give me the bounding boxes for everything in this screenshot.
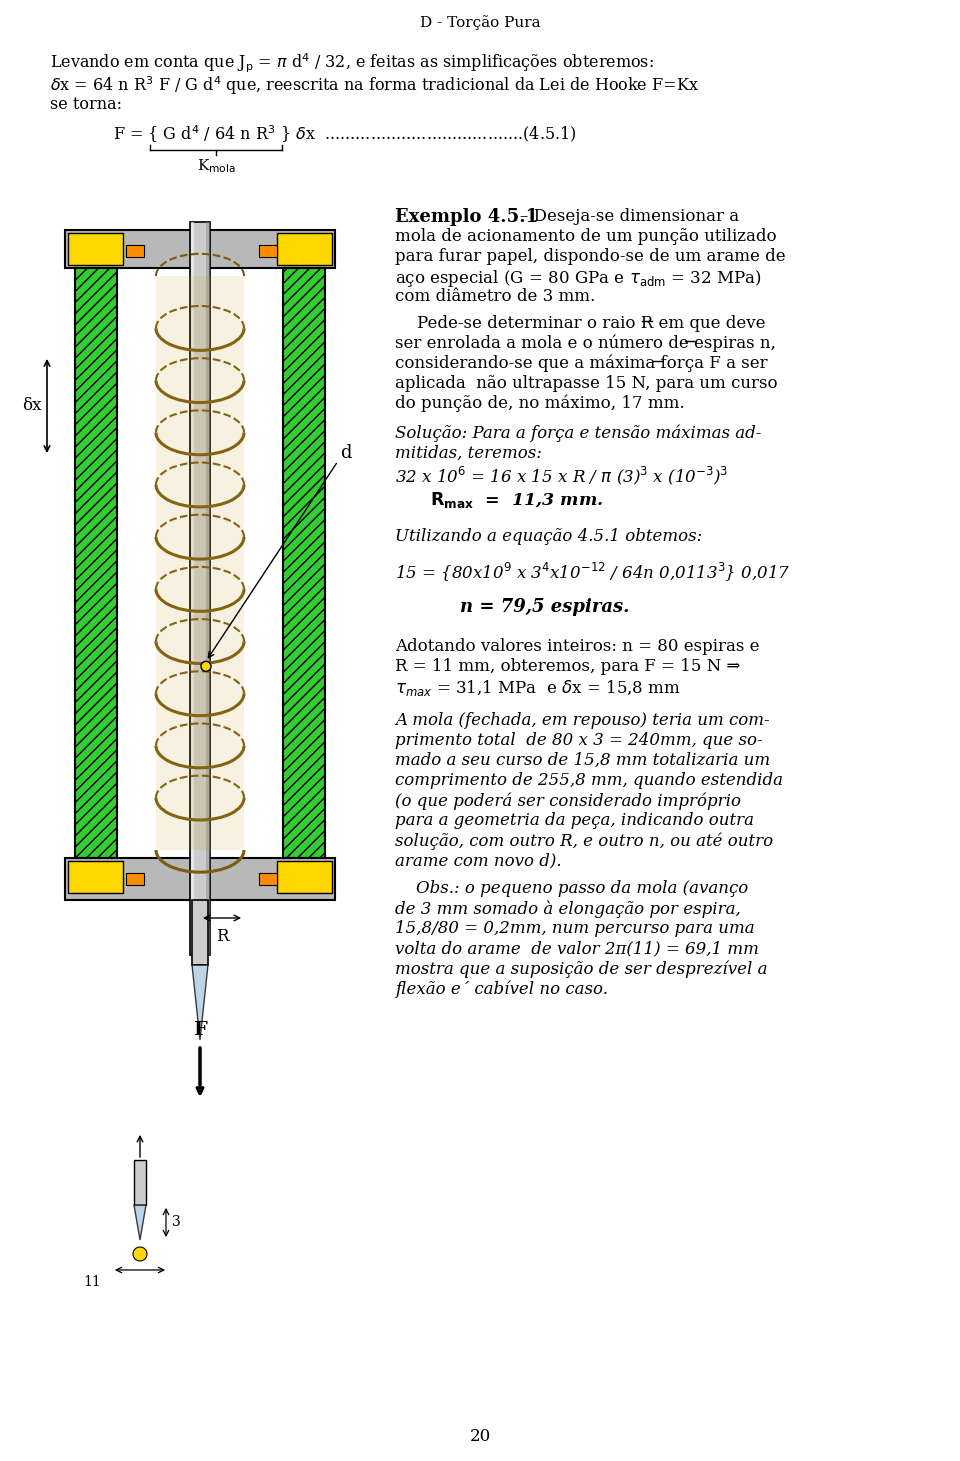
Text: do punção de, no máximo, 17 mm.: do punção de, no máximo, 17 mm. (395, 394, 684, 412)
Text: Pede-se determinar o raio R em que deve: Pede-se determinar o raio R em que deve (417, 316, 765, 332)
Text: para furar papel, dispondo-se de um arame de: para furar papel, dispondo-se de um aram… (395, 248, 785, 264)
Text: mado a seu curso de 15,8 mm totalizaria um: mado a seu curso de 15,8 mm totalizaria … (395, 752, 770, 768)
Text: volta do arame  de valor 2π(11) = 69,1 mm: volta do arame de valor 2π(11) = 69,1 mm (395, 939, 758, 957)
Text: A mola (fechada, em repouso) teria um com-: A mola (fechada, em repouso) teria um co… (395, 712, 770, 729)
Bar (283, 267, 325, 858)
Bar (126, 874, 144, 885)
Text: $\delta$x = 64 n R$^3$ F / G d$^4$ que, reescrita na forma tradicional da Lei de: $\delta$x = 64 n R$^3$ F / G d$^4$ que, … (50, 75, 699, 96)
Bar (259, 874, 277, 885)
Text: Utilizando a equação 4.5.1 obtemos:: Utilizando a equação 4.5.1 obtemos: (395, 527, 703, 545)
Bar (206, 222, 210, 955)
Text: 32 x 10$^6$ = 16 x 15 x R / $\pi$ (3)$^3$ x (10$^{-3}$)$^3$: 32 x 10$^6$ = 16 x 15 x R / $\pi$ (3)$^3… (395, 465, 729, 488)
Text: 11: 11 (84, 1275, 101, 1289)
Bar (68, 232, 123, 264)
Text: K$_\mathrm{mola}$: K$_\mathrm{mola}$ (197, 156, 235, 175)
Text: R: R (216, 928, 228, 945)
Text: 15,8/80 = 0,2mm, num percurso para uma: 15,8/80 = 0,2mm, num percurso para uma (395, 920, 755, 937)
Text: de 3 mm somado à elongação por espira,: de 3 mm somado à elongação por espira, (395, 900, 741, 918)
Text: Adotando valores inteiros: n = 80 espiras e: Adotando valores inteiros: n = 80 espira… (395, 638, 759, 655)
Text: n = 79,5 espiras.: n = 79,5 espiras. (460, 598, 630, 617)
Bar (277, 861, 332, 893)
Text: R = 11 mm, obteremos, para F = 15 N ⇒: R = 11 mm, obteremos, para F = 15 N ⇒ (395, 657, 740, 675)
Text: flexão e´ cabível no caso.: flexão e´ cabível no caso. (395, 980, 608, 998)
Text: Levando em conta que J$_\mathrm{p}$ = $\pi$ d$^4$ / 32, e feitas as simplificaçõ: Levando em conta que J$_\mathrm{p}$ = $\… (50, 53, 654, 76)
Text: comprimento de 255,8 mm, quando estendida: comprimento de 255,8 mm, quando estendid… (395, 771, 783, 789)
Bar (134, 1160, 146, 1205)
Text: mostra que a suposição de ser desprezível a: mostra que a suposição de ser desprezíve… (395, 960, 767, 977)
Text: solução, com outro R, e outro n, ou até outro: solução, com outro R, e outro n, ou até … (395, 831, 773, 849)
Text: D - Torção Pura: D - Torção Pura (420, 15, 540, 29)
Text: se torna:: se torna: (50, 96, 122, 112)
Text: F = { G d$^4$ / 64 n R$^3$ } $\delta$x  .......................................(: F = { G d$^4$ / 64 n R$^3$ } $\delta$x .… (113, 123, 577, 145)
Text: arame com novo d).: arame com novo d). (395, 852, 562, 869)
Bar (68, 861, 123, 893)
Bar (191, 222, 194, 955)
Text: ser enrolada a mola e o número de espiras n,: ser enrolada a mola e o número de espira… (395, 335, 776, 352)
Text: – Deseja-se dimensionar a: – Deseja-se dimensionar a (520, 207, 739, 225)
Text: $\tau_{max}$ = 31,1 MPa  e $\delta$x = 15,8 mm: $\tau_{max}$ = 31,1 MPa e $\delta$x = 15… (395, 678, 681, 698)
Bar (65, 858, 335, 900)
Bar (277, 232, 332, 264)
Text: primento total  de 80 x 3 = 240mm, que so-: primento total de 80 x 3 = 240mm, que so… (395, 732, 762, 749)
Bar (190, 222, 210, 955)
Bar (65, 229, 335, 267)
Bar (126, 245, 144, 257)
Text: com diâmetro de 3 mm.: com diâmetro de 3 mm. (395, 288, 595, 305)
Text: F: F (193, 1021, 206, 1039)
Text: considerando-se que a máxima força F a ser: considerando-se que a máxima força F a s… (395, 355, 768, 373)
Polygon shape (134, 1205, 146, 1240)
Text: aplicada  não ultrapasse 15 N, para um curso: aplicada não ultrapasse 15 N, para um cu… (395, 375, 778, 392)
Text: aço especial (G = 80 GPa e $\tau_\mathrm{adm}$ = 32 MPa): aço especial (G = 80 GPa e $\tau_\mathrm… (395, 267, 761, 289)
Text: d: d (340, 444, 351, 462)
Text: 3: 3 (172, 1216, 180, 1230)
Text: 20: 20 (469, 1427, 491, 1445)
Circle shape (133, 1248, 147, 1261)
Text: $\mathbf{R_{max}}$  =  11,3 mm.: $\mathbf{R_{max}}$ = 11,3 mm. (430, 489, 604, 510)
Circle shape (201, 662, 211, 671)
Bar (75, 267, 117, 858)
Text: Exemplo 4.5.1: Exemplo 4.5.1 (395, 207, 539, 226)
Bar (259, 245, 277, 257)
Text: mitidas, teremos:: mitidas, teremos: (395, 446, 541, 462)
Text: para a geometria da peça, indicando outra: para a geometria da peça, indicando outr… (395, 812, 754, 828)
Text: δx: δx (22, 397, 42, 415)
Text: (o que poderá ser considerado impróprio: (o que poderá ser considerado impróprio (395, 792, 741, 809)
Bar (192, 900, 208, 966)
Bar (156, 276, 244, 850)
Text: 15 = {80x10$^9$ x 3$^4$x10$^{-12}$ / 64n 0,0113$^3$} 0,017: 15 = {80x10$^9$ x 3$^4$x10$^{-12}$ / 64n… (395, 560, 790, 583)
Text: Obs.: o pequeno passo da mola (avanço: Obs.: o pequeno passo da mola (avanço (395, 880, 748, 897)
Polygon shape (192, 966, 208, 1040)
Text: mola de acionamento de um punção utilizado: mola de acionamento de um punção utiliza… (395, 228, 777, 245)
Text: Solução: Para a força e tensão máximas ad-: Solução: Para a força e tensão máximas a… (395, 425, 761, 443)
